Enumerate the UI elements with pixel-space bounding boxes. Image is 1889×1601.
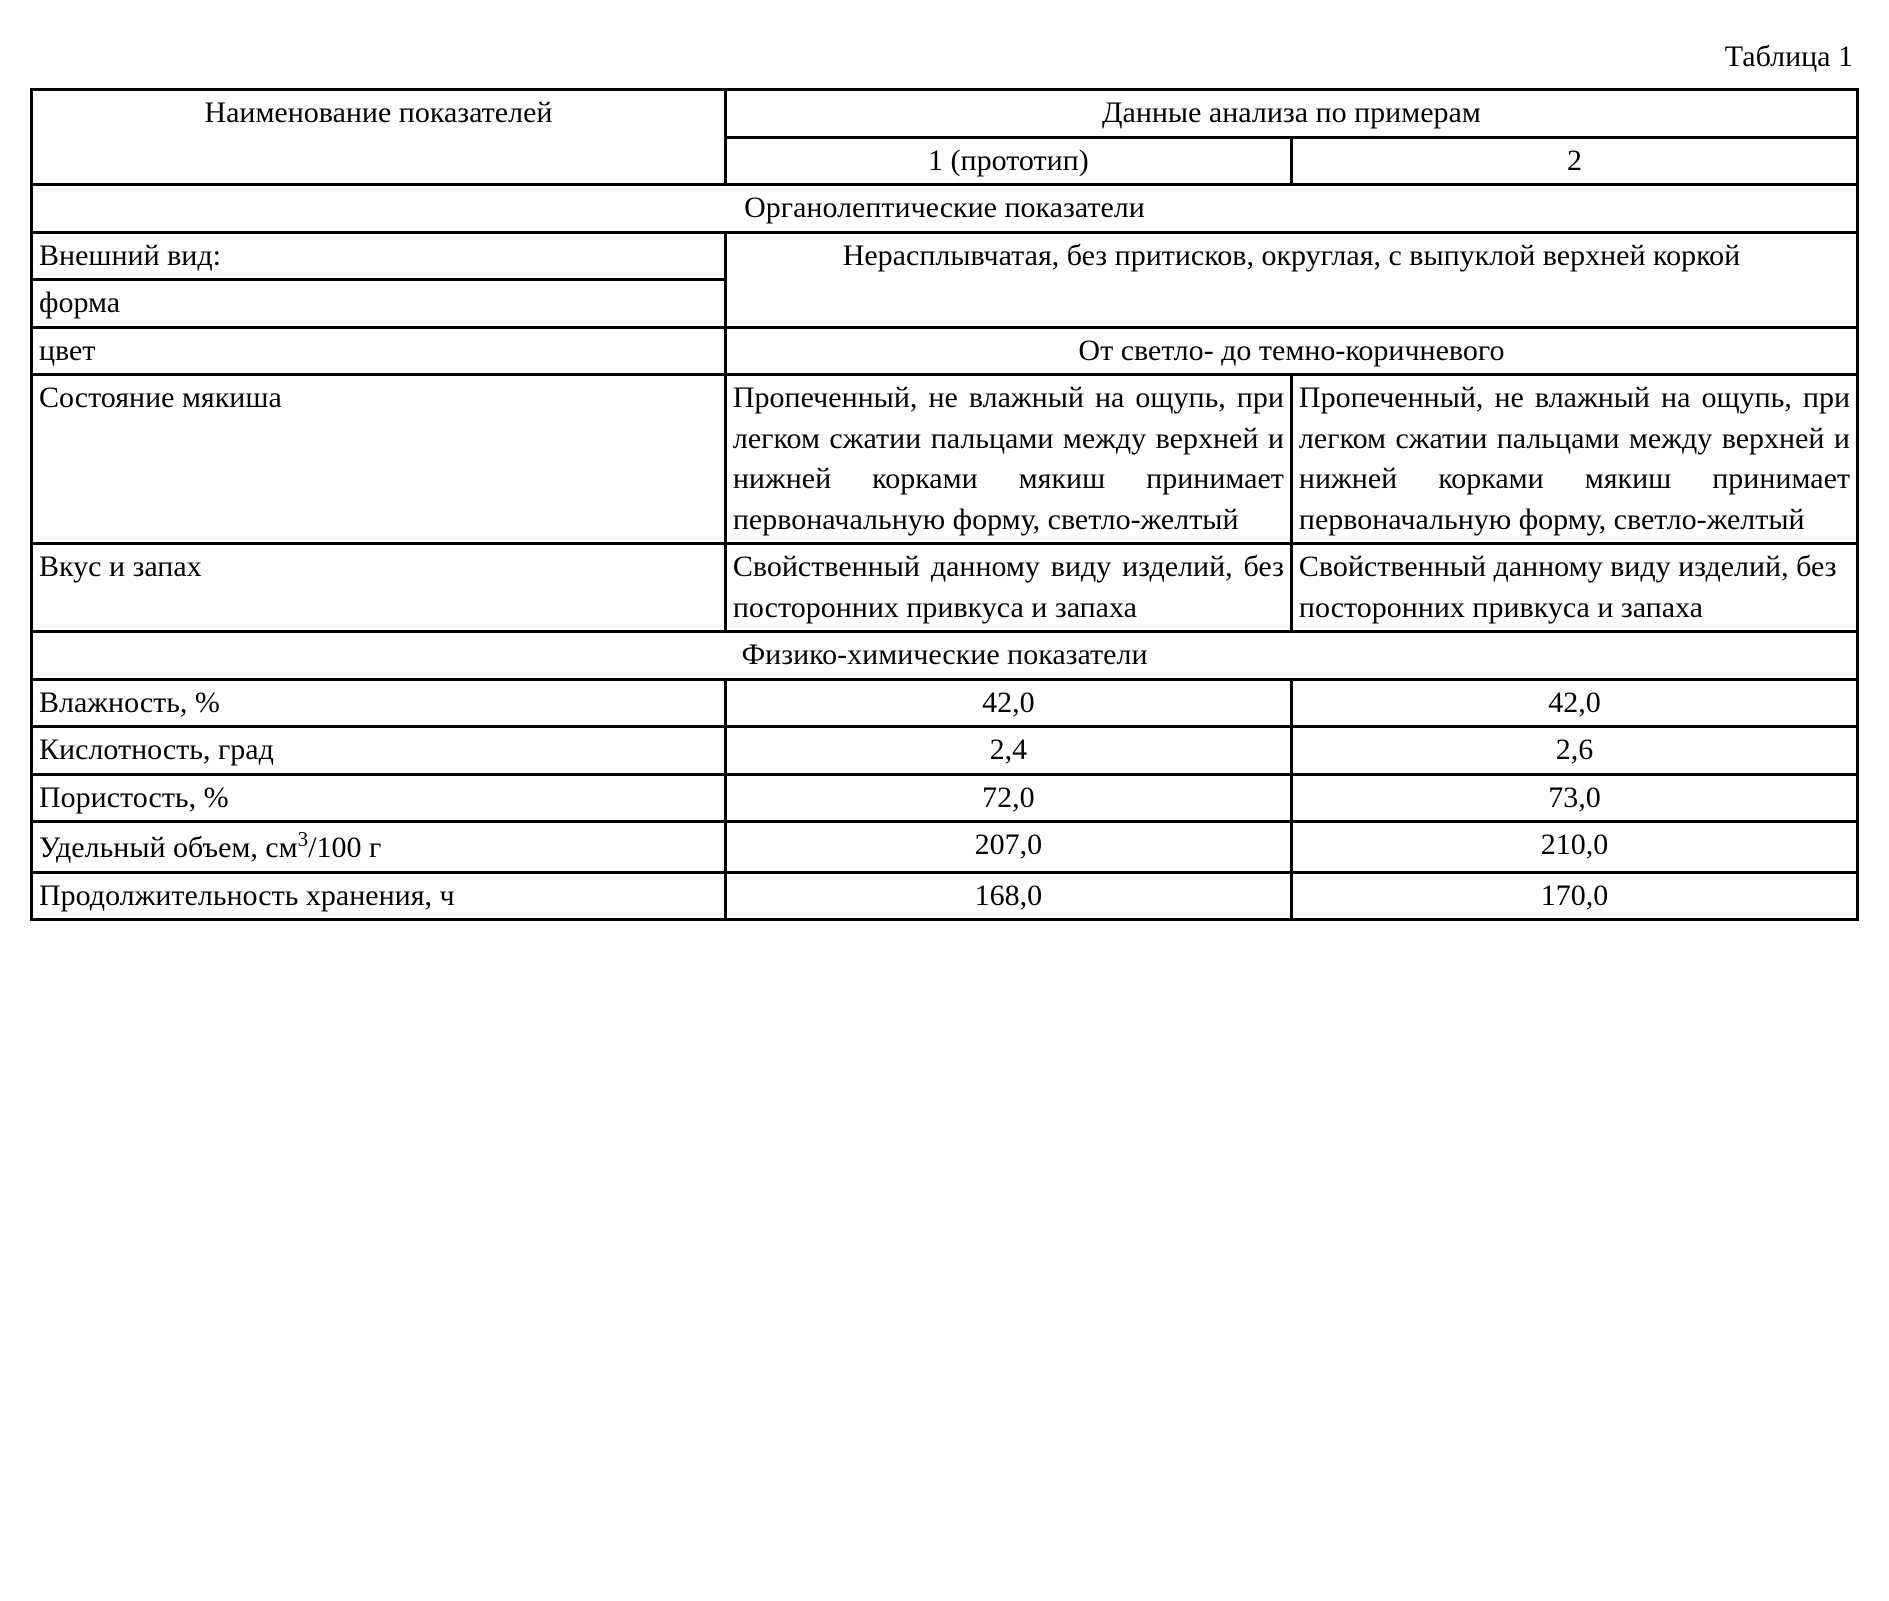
value-shelf-s2: 170,0 [1291, 872, 1857, 920]
value-acidity-s2: 2,6 [1291, 727, 1857, 775]
value-porosity-s1: 72,0 [725, 774, 1291, 822]
label-volume-post: /100 г [308, 831, 381, 864]
table-header-row: Наименование показателей Данные анализа … [32, 90, 1858, 138]
value-crumb-s1: Пропеченный, не влажный на ощупь, при ле… [725, 375, 1291, 544]
value-porosity-s2: 73,0 [1291, 774, 1857, 822]
value-shape: Нерасплывчатая, без притисков, округлая,… [725, 232, 1857, 327]
label-acidity: Кислотность, град [32, 727, 726, 775]
row-color: цвет От светло- до темно-коричневого [32, 327, 1858, 375]
header-sample-2: 2 [1291, 137, 1857, 185]
label-taste: Вкус и запах [32, 544, 726, 632]
section-row-physchem: Физико-химические показатели [32, 632, 1858, 680]
value-volume-s2: 210,0 [1291, 822, 1857, 873]
row-moisture: Влажность, % 42,0 42,0 [32, 679, 1858, 727]
row-taste: Вкус и запах Свойственный данному виду и… [32, 544, 1858, 632]
label-volume: Удельный объем, см3/100 г [32, 822, 726, 873]
section-row-organoleptic: Органолептические показатели [32, 185, 1858, 233]
row-porosity: Пористость, % 72,0 73,0 [32, 774, 1858, 822]
value-color: От светло- до темно-коричневого [725, 327, 1857, 375]
label-volume-sup: 3 [298, 827, 309, 851]
row-shelf: Продолжительность хранения, ч 168,0 170,… [32, 872, 1858, 920]
value-crumb-s2: Пропеченный, не влажный на ощупь, при ле… [1291, 375, 1857, 544]
row-volume: Удельный объем, см3/100 г 207,0 210,0 [32, 822, 1858, 873]
table-caption: Таблица 1 [30, 40, 1859, 74]
label-shelf: Продолжительность хранения, ч [32, 872, 726, 920]
section-organoleptic: Органолептические показатели [32, 185, 1858, 233]
label-moisture: Влажность, % [32, 679, 726, 727]
label-volume-pre: Удельный объем, см [39, 831, 298, 864]
value-volume-s1: 207,0 [725, 822, 1291, 873]
value-shelf-s1: 168,0 [725, 872, 1291, 920]
row-crumb: Состояние мякиша Пропеченный, не влажный… [32, 375, 1858, 544]
header-data: Данные анализа по примерам [725, 90, 1857, 138]
row-appearance: Внешний вид: Нерасплывчатая, без притиск… [32, 232, 1858, 280]
value-moisture-s2: 42,0 [1291, 679, 1857, 727]
label-crumb: Состояние мякиша [32, 375, 726, 544]
data-table: Наименование показателей Данные анализа … [30, 88, 1859, 921]
label-appearance: Внешний вид: [32, 232, 726, 280]
header-sample-1: 1 (прототип) [725, 137, 1291, 185]
label-shape: форма [32, 280, 726, 328]
row-acidity: Кислотность, град 2,4 2,6 [32, 727, 1858, 775]
value-moisture-s1: 42,0 [725, 679, 1291, 727]
label-porosity: Пористость, % [32, 774, 726, 822]
section-physchem: Физико-химические показатели [32, 632, 1858, 680]
label-color: цвет [32, 327, 726, 375]
value-acidity-s1: 2,4 [725, 727, 1291, 775]
value-taste-s2: Свойственный данному виду изделий, без п… [1291, 544, 1857, 632]
value-taste-s1: Свойственный данному виду изделий, без п… [725, 544, 1291, 632]
header-param: Наименование показателей [32, 90, 726, 185]
